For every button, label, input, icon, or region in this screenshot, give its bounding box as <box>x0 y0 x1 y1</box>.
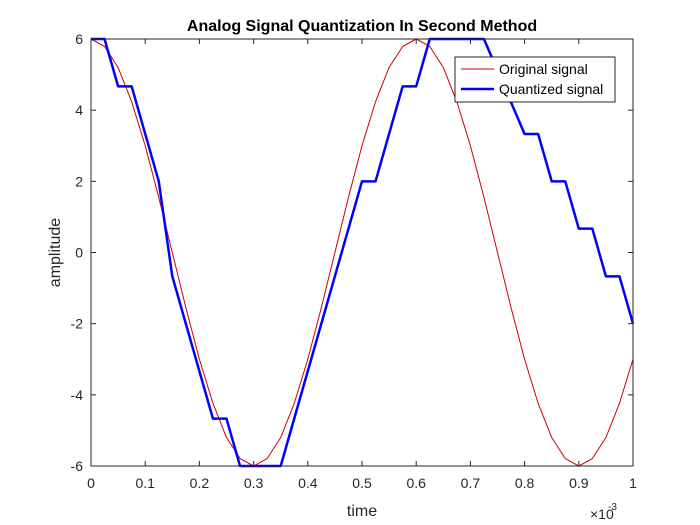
y-tick-label: 2 <box>75 173 83 189</box>
series-quantized-line <box>91 37 635 468</box>
x-tick-label: 0.4 <box>298 475 318 491</box>
x-axis-title: time <box>347 503 377 520</box>
y-tick-label: -6 <box>71 458 84 474</box>
legend: Original signal Quantized signal <box>454 56 616 103</box>
x-tick-label: 0.3 <box>244 475 264 491</box>
y-axis-title: amplitude <box>47 218 64 287</box>
x-tick-label: 0 <box>87 475 95 491</box>
x-tick-label: 0.2 <box>190 475 210 491</box>
x-tick-label: 0.6 <box>406 475 426 491</box>
chart-title: Analog Signal Quantization In Second Met… <box>187 18 537 35</box>
x-tick-label: 1 <box>629 475 637 491</box>
y-tick-label: 4 <box>75 102 83 118</box>
y-tick-label: 6 <box>75 31 83 47</box>
x-tick-label: 0.5 <box>352 475 372 491</box>
series-original-line <box>90 38 634 467</box>
x-tick-label: 0.1 <box>135 475 155 491</box>
legend-box <box>454 56 616 103</box>
x-axis-exponent: ×10 -3 <box>590 502 617 522</box>
legend-label-original: Original signal <box>499 61 588 77</box>
x-exponent-base: ×10 <box>590 506 614 522</box>
y-tick-label: -4 <box>71 387 84 403</box>
legend-label-quantized: Quantized signal <box>499 81 603 97</box>
x-exponent-power: -3 <box>608 502 617 513</box>
ticks-layer: 0 0.1 0.2 0.3 0.4 0.5 0.6 0.7 0.8 0.9 1 -6 -4 -2 0 2 4 6 <box>71 31 638 491</box>
x-tick-label: 0.9 <box>569 475 589 491</box>
y-tick-label: 0 <box>75 245 83 261</box>
y-tick-label: -2 <box>71 316 84 332</box>
x-tick-label: 0.8 <box>515 475 535 491</box>
plot-area <box>91 39 633 466</box>
series-layer <box>90 37 635 468</box>
x-tick-label: 0.7 <box>461 475 481 491</box>
